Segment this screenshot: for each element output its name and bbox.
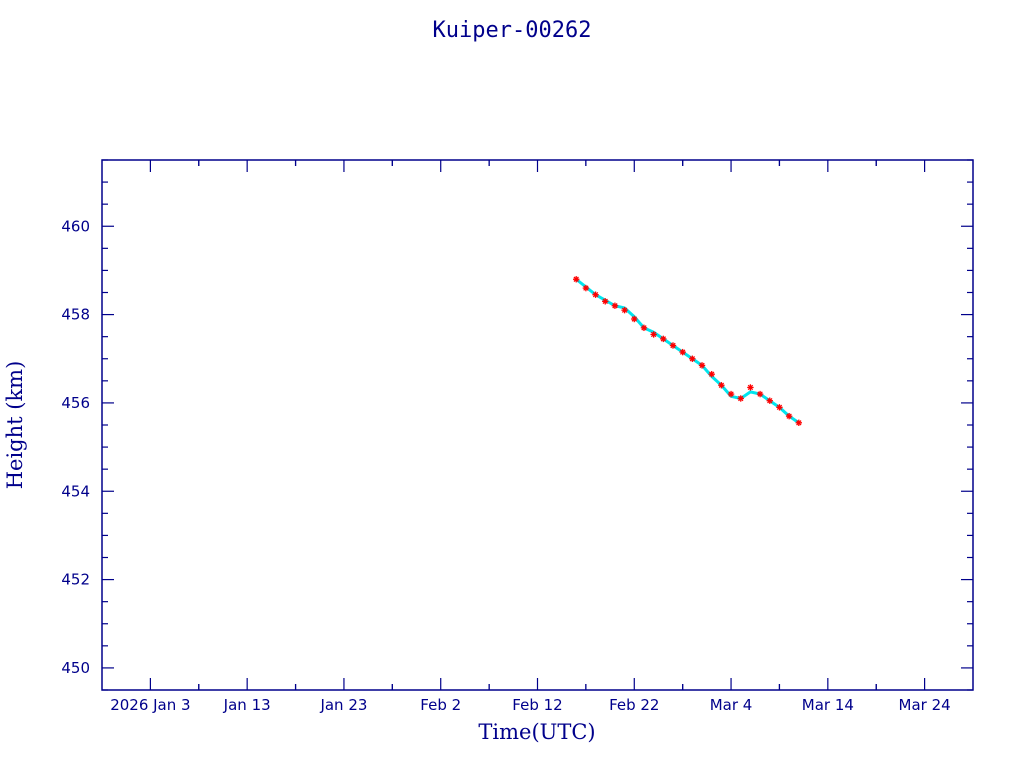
x-tick-label: Feb 2 <box>420 696 461 714</box>
y-tick-label: 450 <box>61 659 90 677</box>
x-tick-label: Jan 23 <box>319 696 367 714</box>
y-axis-label: Height (km) <box>3 361 27 490</box>
x-axis: 2026 Jan 3 Jan 13 Jan 23 Feb 2 Feb 12 Feb 22 M… <box>110 160 951 714</box>
data-point <box>660 335 667 343</box>
data-point <box>650 331 657 338</box>
data-point <box>573 276 580 283</box>
data-series <box>573 276 802 426</box>
x-tick-label: 2026 Jan 3 <box>110 696 190 714</box>
data-point <box>611 302 619 309</box>
data-point <box>602 298 609 305</box>
y-tick-label: 460 <box>61 217 90 235</box>
x-tick-label: Feb 22 <box>609 696 659 714</box>
x-tick-label: Jan 13 <box>223 696 271 714</box>
data-point <box>766 397 773 404</box>
fit-line <box>575 278 800 425</box>
x-tick-label: Mar 14 <box>802 696 854 714</box>
data-point <box>689 355 696 362</box>
data-point <box>708 371 715 378</box>
y-tick-label: 456 <box>61 394 90 412</box>
data-point <box>582 284 590 292</box>
y-tick-label: 458 <box>61 306 90 324</box>
x-axis-label: Time(UTC) <box>478 720 595 744</box>
chart-title: Kuiper-00262 <box>433 18 592 43</box>
y-tick-label: 454 <box>61 482 90 500</box>
x-tick-label: Feb 12 <box>512 696 562 714</box>
data-point <box>785 412 793 420</box>
data-point <box>621 306 628 314</box>
data-point <box>795 419 802 426</box>
data-point <box>669 342 677 349</box>
data-point <box>640 324 648 332</box>
plot-frame <box>101 159 974 691</box>
x-tick-label: Mar 4 <box>710 696 753 714</box>
data-point <box>631 315 638 323</box>
y-axis: 450 452 454 456 458 460 <box>61 159 973 691</box>
data-point <box>727 390 735 398</box>
x-tick-label: Mar 24 <box>899 696 951 714</box>
data-point <box>592 291 599 298</box>
data-point <box>737 395 744 402</box>
data-point <box>679 348 686 356</box>
data-point <box>776 404 783 411</box>
data-point <box>747 384 754 391</box>
data-point <box>718 382 725 389</box>
data-point <box>698 362 706 369</box>
data-point <box>756 390 764 398</box>
y-tick-label: 452 <box>61 571 90 589</box>
